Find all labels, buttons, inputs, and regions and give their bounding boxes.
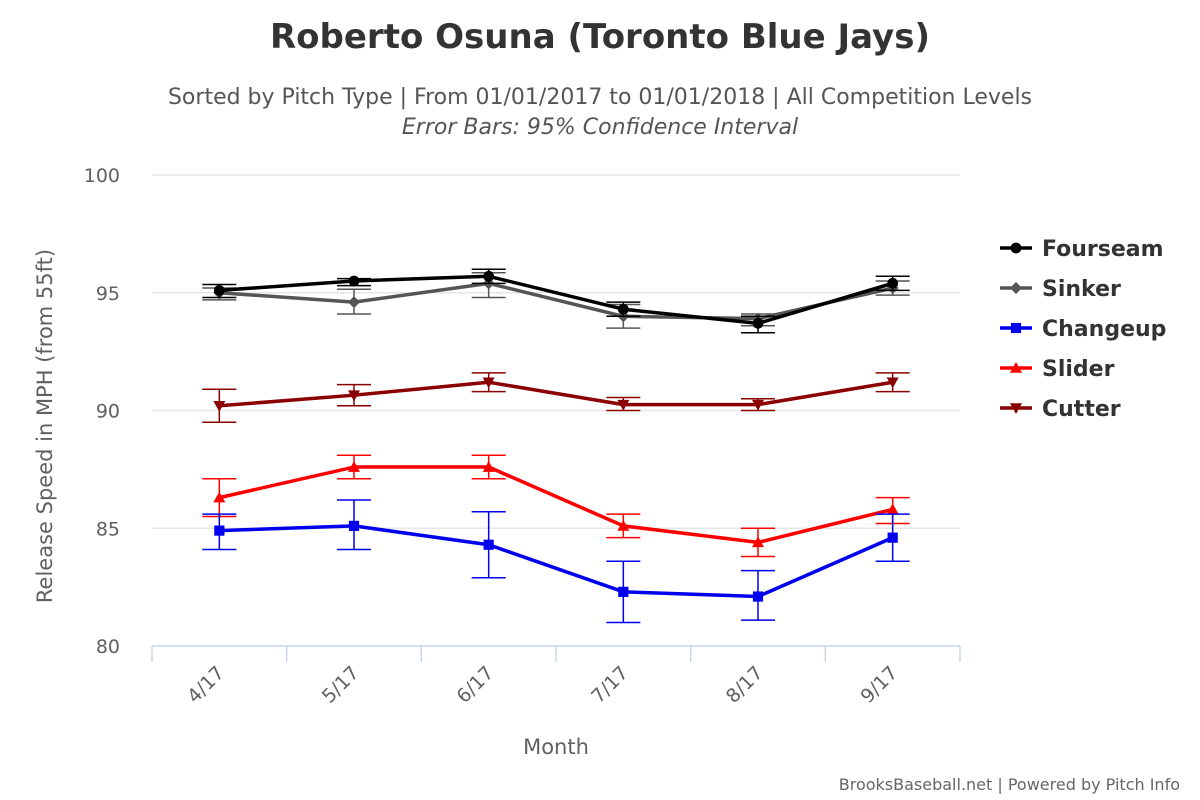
cutter-point[interactable] — [886, 377, 899, 389]
legend-marker — [1010, 322, 1022, 334]
legend-marker — [1010, 403, 1022, 414]
slider-point[interactable] — [752, 536, 764, 548]
changeup-line — [219, 524, 894, 599]
fourseam-point[interactable] — [752, 317, 764, 329]
fourseam-point[interactable] — [617, 303, 629, 315]
cutter-point[interactable] — [752, 399, 764, 411]
legend-label: Cutter — [1042, 397, 1121, 422]
series-fourseam — [202, 268, 910, 334]
slider-point[interactable] — [348, 461, 360, 472]
chart-subtitle-error-bars: Error Bars: 95% Confidence Interval — [402, 115, 798, 140]
x-tick-label: 7/17 — [587, 662, 633, 708]
series-cutter — [202, 372, 910, 424]
cutter-point[interactable] — [348, 390, 360, 402]
fourseam-line — [219, 274, 894, 326]
changeup-point[interactable] — [348, 520, 360, 531]
cutter-line — [219, 380, 893, 408]
legend-label: Fourseam — [1042, 237, 1164, 262]
legend: Fourseam Sinker Changeup Slider Cutter — [1000, 237, 1166, 422]
legend-item-fourseam[interactable]: Fourseam — [1000, 237, 1164, 262]
legend-label: Changeup — [1042, 317, 1166, 342]
legend-marker — [1010, 362, 1022, 373]
changeup-point[interactable] — [214, 525, 225, 536]
legend-label: Sinker — [1042, 277, 1121, 302]
legend-label: Slider — [1042, 357, 1115, 382]
changeup-point[interactable] — [752, 591, 764, 602]
sinker-point[interactable] — [348, 296, 360, 309]
fourseam-point[interactable] — [213, 284, 225, 296]
legend-item-changeup[interactable]: Changeup — [1000, 317, 1166, 342]
x-axis-title: Month — [523, 735, 589, 759]
chart-subtitle: Sorted by Pitch Type | From 01/01/2017 t… — [168, 85, 1032, 110]
legend-item-sinker[interactable]: Sinker — [1000, 277, 1121, 302]
legend-item-cutter[interactable]: Cutter — [1000, 397, 1121, 422]
sinker-line — [219, 281, 894, 321]
y-tick-label: 80 — [96, 636, 120, 658]
cutter-point[interactable] — [213, 400, 226, 412]
grid-lines — [152, 174, 960, 529]
y-tick-label: 100 — [84, 165, 120, 187]
slider-point[interactable] — [482, 461, 495, 472]
y-axis-title: Release Speed in MPH (from 55ft) — [33, 249, 57, 603]
x-tick-label: 8/17 — [722, 662, 768, 708]
y-tick-label: 85 — [96, 518, 120, 540]
fourseam-point[interactable] — [483, 270, 495, 282]
series-sinker — [202, 271, 910, 329]
legend-marker — [1010, 242, 1022, 254]
changeup-point[interactable] — [887, 532, 898, 543]
legend-item-slider[interactable]: Slider — [1000, 357, 1115, 382]
cutter-point[interactable] — [482, 377, 495, 389]
series-slider — [202, 454, 910, 558]
series-changeup — [202, 499, 910, 624]
changeup-point[interactable] — [483, 539, 494, 550]
x-tick-label: 5/17 — [318, 662, 364, 708]
y-axis-ticks: 80 85 90 95 100 — [84, 165, 120, 658]
chart-title: Roberto Osuna (Toronto Blue Jays) — [270, 17, 930, 57]
x-axis: 4/17 5/17 6/17 7/17 8/17 9/17 — [151, 645, 961, 708]
fourseam-point[interactable] — [887, 277, 899, 289]
y-tick-label: 90 — [96, 401, 120, 423]
changeup-point[interactable] — [618, 586, 629, 597]
fourseam-point[interactable] — [348, 275, 360, 287]
x-tick-label: 9/17 — [856, 662, 902, 708]
x-tick-label: 4/17 — [183, 662, 229, 708]
x-tick-label: 6/17 — [452, 662, 498, 708]
slider-line — [218, 465, 894, 545]
slider-point[interactable] — [886, 503, 899, 515]
slider-point[interactable] — [617, 519, 630, 531]
cutter-point[interactable] — [617, 399, 630, 411]
legend-marker — [1010, 282, 1022, 294]
chart-credits[interactable]: BrooksBaseball.net | Powered by Pitch In… — [839, 775, 1180, 794]
slider-point[interactable] — [213, 491, 226, 503]
y-tick-label: 95 — [96, 283, 120, 305]
series-layer — [202, 268, 910, 624]
